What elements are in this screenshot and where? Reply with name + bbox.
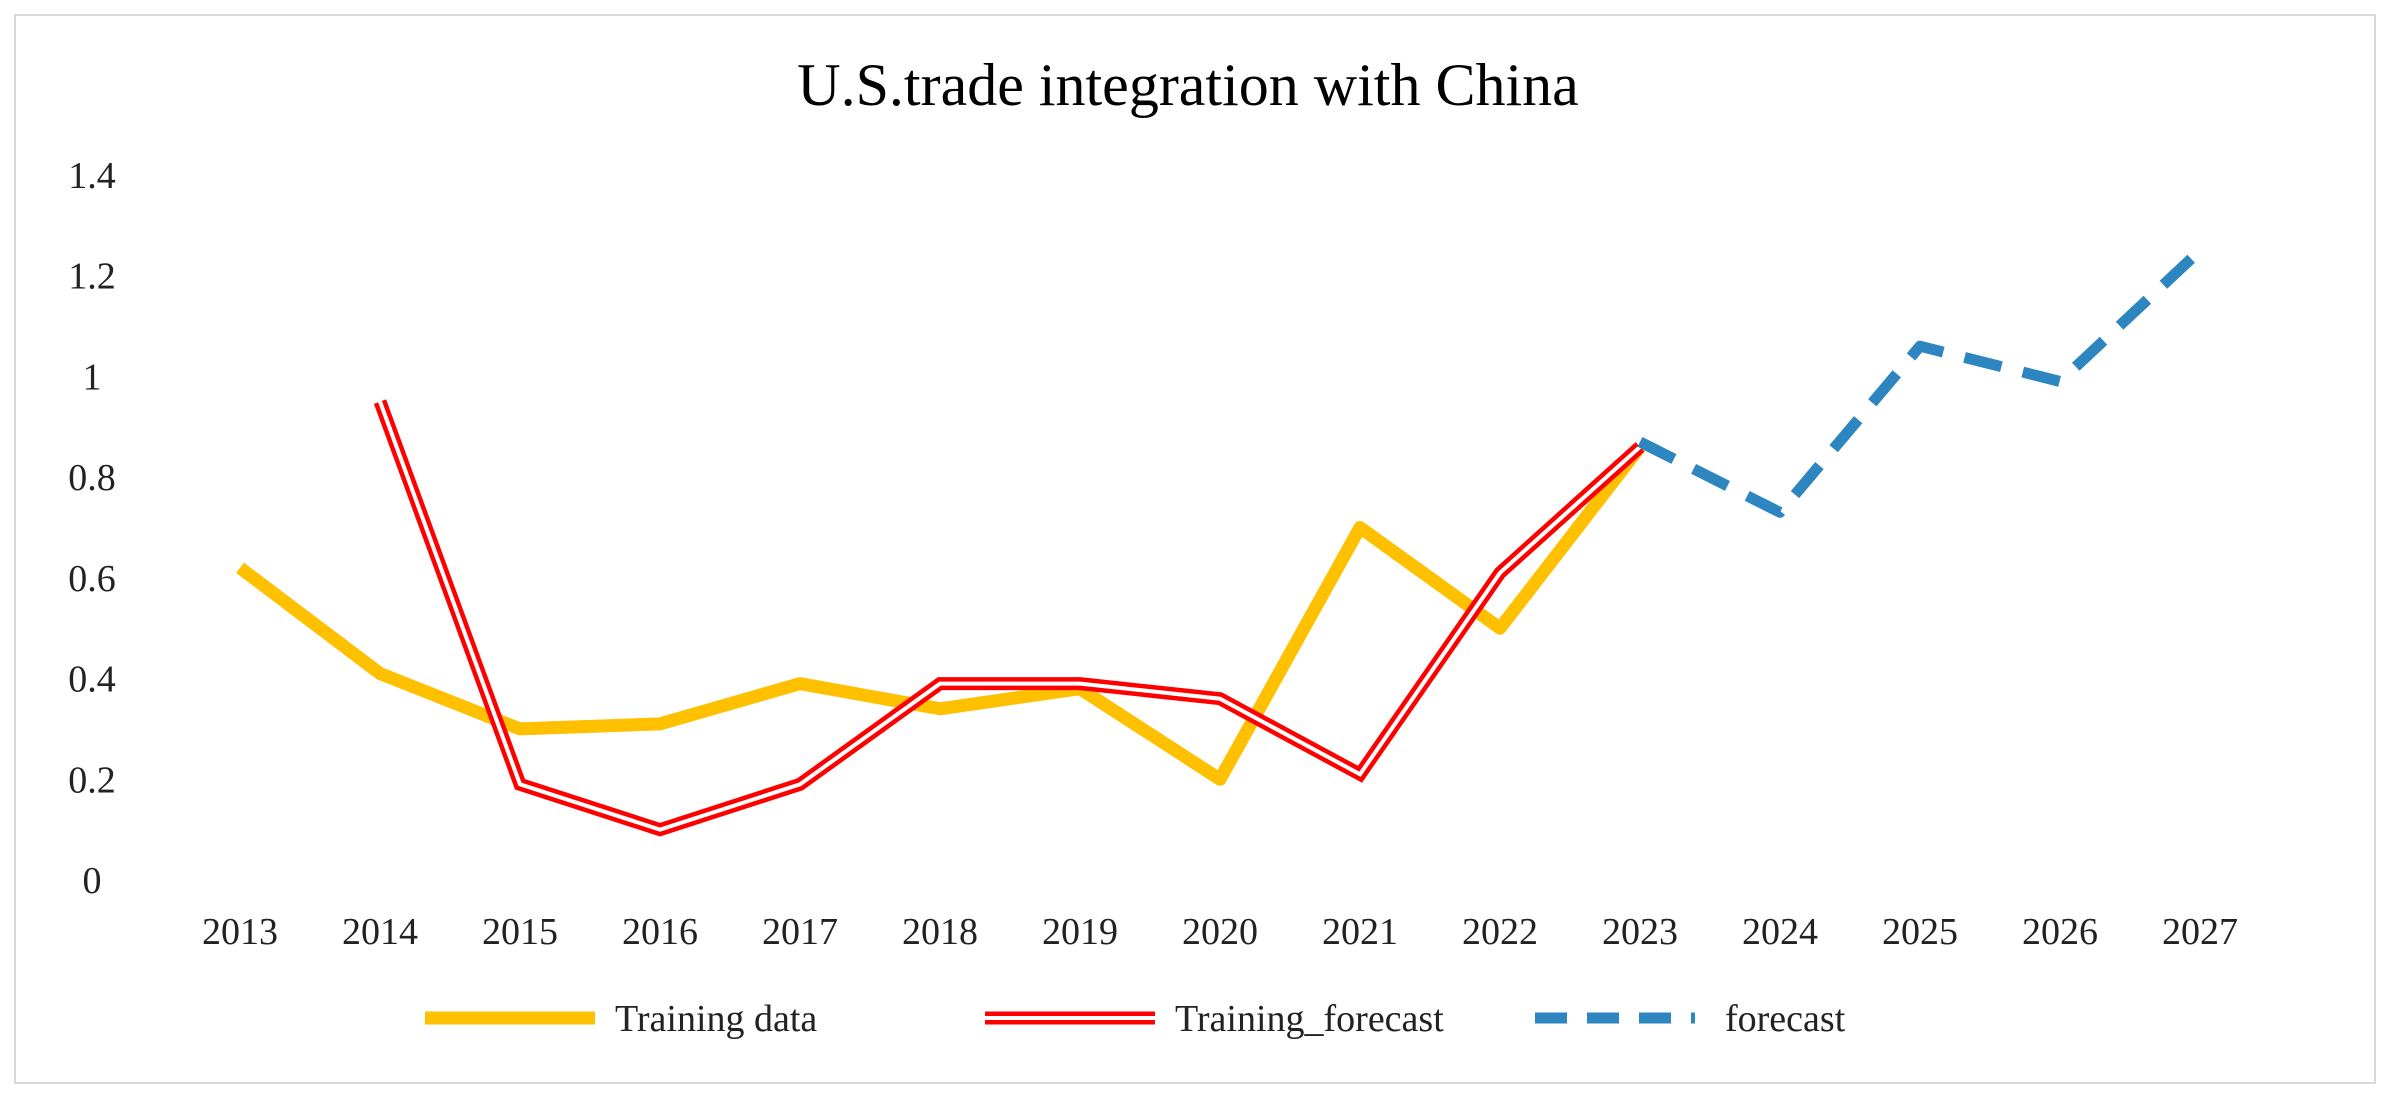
x-tick-label: 2016: [622, 911, 698, 953]
y-tick-label: 0.4: [68, 659, 116, 701]
x-tick-label: 2018: [902, 911, 978, 953]
y-tick-label: 0: [83, 860, 102, 902]
legend-label-training-forecast: Training_forecast: [1175, 998, 1444, 1040]
y-tick-label: 1: [83, 356, 102, 398]
x-tick-label: 2020: [1182, 911, 1258, 953]
x-tick-label: 2025: [1882, 911, 1958, 953]
x-tick-label: 2017: [762, 911, 838, 953]
y-tick-label: 0.6: [68, 558, 116, 600]
legend-label-forecast: forecast: [1725, 998, 1846, 1040]
series-layer: [236, 246, 2204, 837]
y-axis-ticks: 0 0.2 0.4 0.6 0.8 1 1.2 1.4: [68, 155, 116, 902]
x-tick-label: 2027: [2162, 911, 2238, 953]
x-tick-label: 2014: [342, 911, 418, 953]
series-line-training-forecast: [373, 399, 1645, 837]
x-tick-label: 2015: [482, 911, 558, 953]
x-tick-label: 2019: [1042, 911, 1118, 953]
x-tick-label: 2022: [1462, 911, 1538, 953]
x-tick-label: 2021: [1322, 911, 1398, 953]
y-tick-label: 0.8: [68, 457, 116, 499]
x-tick-label: 2024: [1742, 911, 1818, 953]
series-line-training-forecast-inner: [378, 400, 1642, 832]
series-line-forecast: [1637, 246, 2204, 518]
x-tick-label: 2013: [202, 911, 278, 953]
legend: Training data Training_forecast forecast: [425, 998, 1846, 1040]
x-axis-ticks: 2013 2014 2015 2016 2017 2018 2019 2020 2021 2022…: [202, 911, 2238, 953]
legend-label-training-data: Training data: [615, 998, 817, 1040]
y-tick-label: 1.2: [68, 256, 116, 298]
chart-frame: [14, 14, 2376, 1084]
x-tick-label: 2026: [2022, 911, 2098, 953]
y-tick-label: 0.2: [68, 759, 116, 801]
x-tick-label: 2023: [1602, 911, 1678, 953]
y-tick-label: 1.4: [68, 155, 116, 197]
series-line-training-data: [236, 442, 1646, 786]
chart-title: U.S.trade integration with China: [797, 52, 1579, 118]
